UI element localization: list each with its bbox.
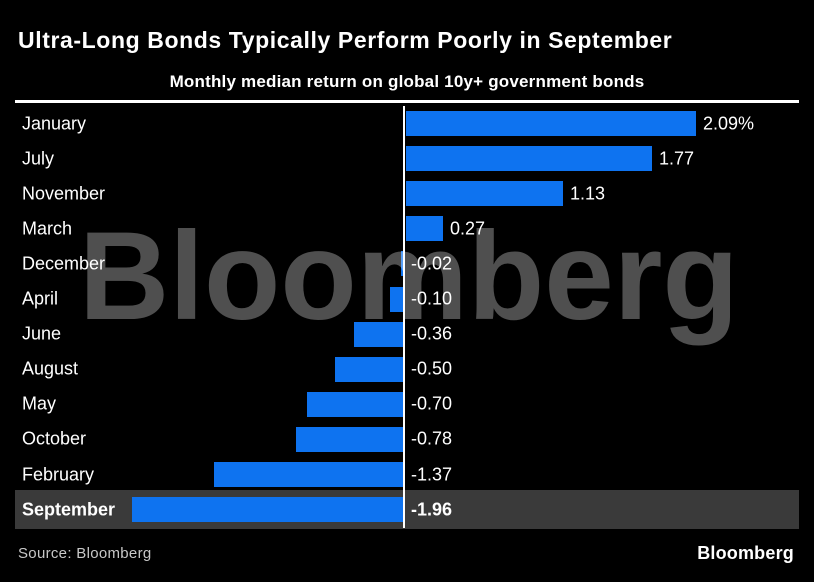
chart-row-march: March 0.27 bbox=[15, 211, 799, 246]
chart-row-january: January 2.09% bbox=[15, 106, 799, 141]
value-label: -0.50 bbox=[411, 358, 453, 379]
chart-row-february: February -1.37 bbox=[15, 457, 799, 492]
bar-june bbox=[354, 321, 404, 347]
bar-april bbox=[390, 286, 404, 312]
value-label: 0.27 bbox=[450, 218, 486, 239]
bar-february bbox=[214, 462, 404, 487]
bar-september bbox=[132, 497, 404, 523]
category-label: October bbox=[22, 428, 87, 449]
value-label: -0.70 bbox=[411, 393, 453, 414]
bar-may bbox=[307, 391, 404, 417]
chart-row-august: August -0.50 bbox=[15, 352, 799, 387]
chart-row-june: June -0.36 bbox=[15, 317, 799, 352]
value-label: -1.37 bbox=[411, 464, 453, 484]
category-label: December bbox=[22, 253, 106, 274]
source-label: Source: Bloomberg bbox=[18, 545, 152, 562]
category-label: June bbox=[22, 323, 62, 344]
chart-subtitle: Monthly median return on global 10y+ gov… bbox=[169, 72, 645, 91]
bar-july bbox=[406, 146, 652, 172]
bar-october bbox=[296, 426, 404, 452]
chart-title: Ultra-Long Bonds Typically Perform Poorl… bbox=[18, 27, 673, 53]
value-label: -0.10 bbox=[411, 288, 453, 309]
category-label: March bbox=[22, 218, 73, 239]
category-label: August bbox=[22, 358, 79, 379]
bar-november bbox=[406, 181, 563, 207]
chart-row-april: April -0.10 bbox=[15, 282, 799, 317]
bar-january bbox=[406, 111, 696, 136]
value-label: 2.09% bbox=[703, 113, 755, 133]
category-label: May bbox=[22, 393, 57, 414]
category-label: January bbox=[22, 113, 87, 133]
category-label: September bbox=[22, 499, 116, 520]
value-label: 1.77 bbox=[659, 148, 695, 169]
value-label: -0.36 bbox=[411, 323, 453, 344]
chart-row-december: December -0.02 bbox=[15, 246, 799, 281]
category-label: April bbox=[22, 288, 59, 309]
value-label: 1.13 bbox=[570, 183, 606, 204]
chart-row-november: November 1.13 bbox=[15, 176, 799, 211]
chart-row-may: May -0.70 bbox=[15, 387, 799, 422]
category-label: November bbox=[22, 183, 106, 204]
value-label: -0.78 bbox=[411, 428, 453, 449]
chart-row-october: October -0.78 bbox=[15, 422, 799, 457]
category-label: July bbox=[22, 148, 55, 169]
category-label: February bbox=[22, 464, 95, 484]
bar-december bbox=[401, 251, 404, 277]
value-label: -0.02 bbox=[411, 253, 453, 274]
chart-area: Bloomberg January 2.09% July 1.77 November 1.… bbox=[15, 106, 799, 530]
bloomberg-logo: Bloomberg bbox=[697, 543, 794, 563]
bar-august bbox=[335, 356, 404, 382]
chart-row-september: September -1.96 bbox=[15, 490, 799, 530]
bar-march bbox=[406, 216, 443, 242]
value-label: -1.96 bbox=[411, 499, 453, 520]
zero-axis-line bbox=[403, 106, 405, 528]
header-divider bbox=[15, 100, 799, 103]
chart-row-july: July 1.77 bbox=[15, 141, 799, 176]
